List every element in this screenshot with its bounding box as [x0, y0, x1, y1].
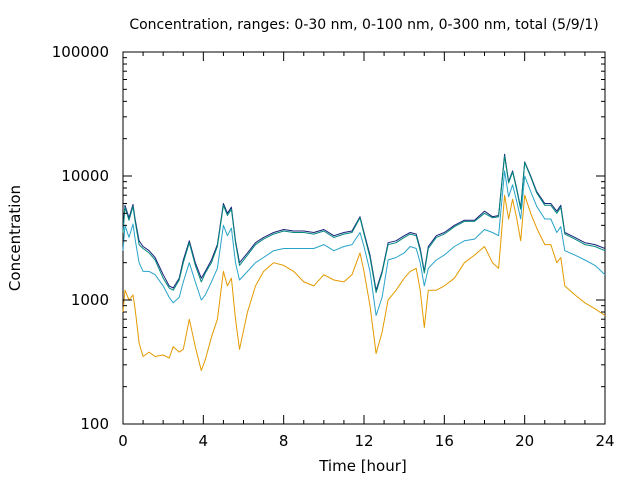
series-line-4: [122, 194, 606, 371]
y-tick-label: 10000: [61, 167, 109, 185]
y-axis: 100 1000 10000 100000: [52, 43, 605, 433]
series-group: [122, 153, 606, 371]
x-tick-label: 16: [435, 432, 454, 450]
series-line-3: [122, 170, 606, 316]
x-tick-label: 8: [279, 432, 289, 450]
y-tick-label: 100000: [52, 43, 109, 61]
y-tick-label: 100: [80, 415, 109, 433]
x-tick-label: 20: [515, 432, 534, 450]
x-axis-label: Time [hour]: [318, 457, 407, 475]
series-line-2: [122, 155, 606, 293]
y-axis-label: Concentration: [6, 185, 24, 291]
x-axis: 0 4 8 12 16 20 24: [118, 52, 615, 450]
x-tick-label: 4: [199, 432, 209, 450]
x-tick-label: 24: [595, 432, 614, 450]
plot-area: [122, 51, 606, 425]
y-tick-label: 1000: [71, 291, 109, 309]
plot-frame: [122, 51, 606, 425]
chart-title: Concentration, ranges: 0-30 nm, 0-100 nm…: [129, 17, 598, 33]
x-tick-label: 0: [118, 432, 128, 450]
x-tick-label: 12: [354, 432, 373, 450]
